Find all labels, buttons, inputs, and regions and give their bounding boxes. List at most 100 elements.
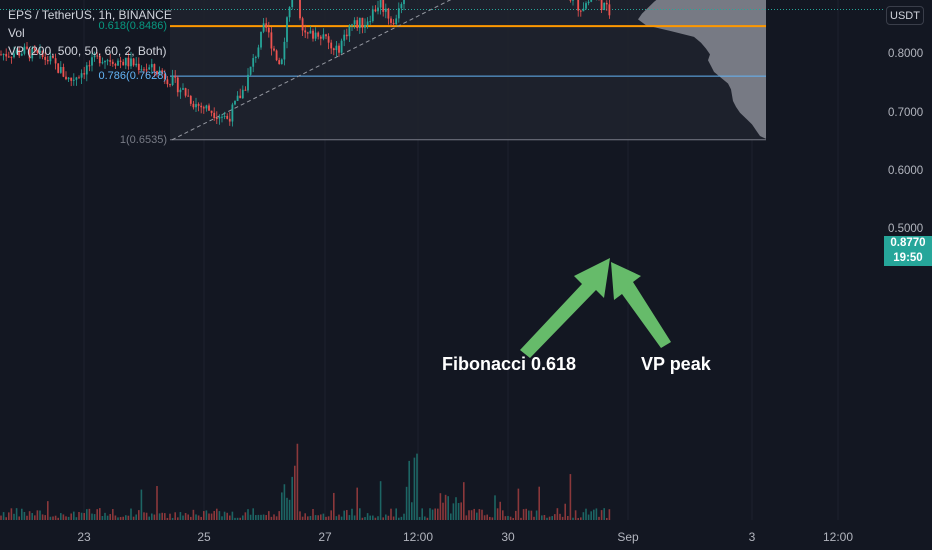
candle-body xyxy=(67,77,70,80)
candle-body xyxy=(163,73,166,80)
candle-body xyxy=(348,25,351,37)
currency-button[interactable]: USDT xyxy=(886,6,924,25)
volume-bar xyxy=(476,512,478,520)
volume-bar xyxy=(320,514,322,520)
candle-body xyxy=(244,89,247,91)
candle-body xyxy=(31,48,34,59)
volume-bar xyxy=(548,516,551,520)
volume-bar xyxy=(13,513,15,520)
candle-body xyxy=(247,74,249,91)
candle-body xyxy=(59,67,62,73)
candle-body xyxy=(179,89,182,93)
candle-body xyxy=(215,118,218,120)
candle-body xyxy=(257,47,260,57)
candle-body xyxy=(54,58,57,64)
volume-bar xyxy=(213,510,215,520)
price-axis-label: 0.6000 xyxy=(888,165,924,177)
volume-bar xyxy=(288,499,291,520)
candle-body xyxy=(75,77,78,80)
candle-body xyxy=(265,23,268,28)
candle-body xyxy=(210,110,213,113)
volume-bar xyxy=(5,517,7,520)
volume-bar xyxy=(535,510,538,520)
volume-bar xyxy=(429,508,431,520)
volume-bar xyxy=(515,510,517,520)
volume-profile-indicator-label[interactable]: VP (200, 500, 50, 60, 2, Both) xyxy=(8,44,167,58)
candle-body xyxy=(117,60,119,66)
volume-bar xyxy=(413,457,416,520)
volume-bar xyxy=(273,514,275,520)
volume-bar xyxy=(205,510,208,520)
volume-bar xyxy=(340,516,343,520)
time-axis-label: 27 xyxy=(318,530,332,544)
volume-bar xyxy=(530,510,533,520)
volume-bar xyxy=(509,516,512,520)
volume-bar xyxy=(460,502,462,520)
volume-bar xyxy=(21,508,23,520)
volume-bar xyxy=(112,509,114,520)
volume-bar xyxy=(348,515,351,520)
time-axis-label: 30 xyxy=(501,530,515,544)
candle-body xyxy=(603,2,606,11)
volume-bar xyxy=(439,493,442,520)
volume-bar xyxy=(41,514,44,520)
candle-body xyxy=(340,40,343,53)
volume-bar xyxy=(322,513,325,520)
current-price-badge: 0.8770 19:50 xyxy=(884,236,932,266)
volume-bar xyxy=(169,513,171,520)
volume-bar xyxy=(260,514,262,520)
volume-indicator-label[interactable]: Vol xyxy=(8,26,25,40)
candle-body xyxy=(93,55,96,58)
candle-body xyxy=(371,9,374,22)
volume-bar xyxy=(174,512,176,520)
volume-bar xyxy=(47,501,49,520)
symbol-title[interactable]: EPS / TetherUS, 1h, BINANCE xyxy=(8,8,172,22)
candle-body xyxy=(358,17,361,29)
candle-body xyxy=(252,58,255,67)
volume-bar xyxy=(379,481,382,520)
volume-bar xyxy=(187,514,189,520)
volume-bar xyxy=(307,516,309,520)
volume-bar xyxy=(486,514,488,520)
candle-body xyxy=(72,79,75,81)
volume-bar xyxy=(44,515,46,520)
volume-bar xyxy=(395,508,397,520)
candle-body xyxy=(400,4,403,9)
candle-body xyxy=(182,88,184,90)
volume-bar xyxy=(265,515,267,520)
volume-bar xyxy=(606,517,608,520)
candle-body xyxy=(319,36,322,39)
volume-bar xyxy=(80,512,83,520)
candle-body xyxy=(317,32,320,37)
volume-bar xyxy=(182,515,184,520)
volume-bar xyxy=(62,514,65,520)
candle-body xyxy=(205,105,208,109)
price-axis-label: 0.9000 xyxy=(888,0,923,2)
volume-bar xyxy=(437,508,439,520)
volume-bar xyxy=(538,486,540,520)
volume-bar xyxy=(569,474,572,520)
candle-body xyxy=(78,77,80,79)
candle-body xyxy=(283,41,286,60)
volume-bar xyxy=(192,509,195,520)
candle-body xyxy=(374,9,377,12)
candle-body xyxy=(291,0,294,8)
volume-bar xyxy=(184,513,187,520)
volume-bar xyxy=(8,512,10,520)
volume-bar xyxy=(608,509,611,520)
volume-bar xyxy=(556,508,559,520)
candle-body xyxy=(5,53,8,57)
volume-bar xyxy=(171,517,174,520)
volume-bar xyxy=(598,516,600,520)
fibonacci-annotation-text: Fibonacci 0.618 xyxy=(442,354,577,374)
volume-bar xyxy=(99,508,101,520)
candle-body xyxy=(171,75,174,85)
volume-bar xyxy=(346,510,348,520)
candle-body xyxy=(200,105,203,108)
candle-body xyxy=(213,112,216,119)
candle-body xyxy=(187,95,190,97)
volume-bar xyxy=(278,511,280,520)
candle-body xyxy=(286,17,288,42)
